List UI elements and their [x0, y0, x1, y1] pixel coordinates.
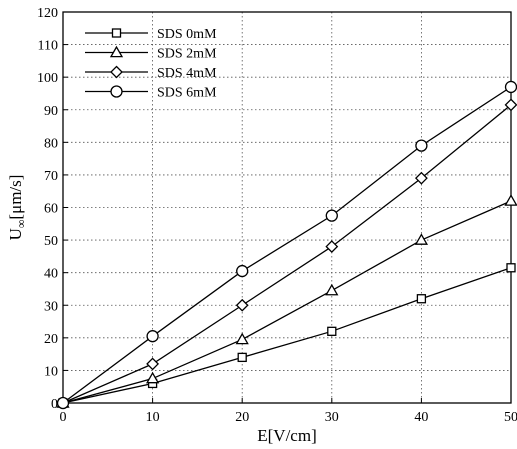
legend-entry: SDS 4mM	[85, 65, 217, 81]
y-tick-label: 50	[44, 234, 58, 249]
x-tick-label: 20	[235, 410, 249, 425]
y-tick-label: 110	[38, 39, 58, 54]
x-tick-label: 50	[504, 410, 517, 425]
data-point-triangle	[145, 371, 160, 384]
x-tick-label: 30	[325, 410, 339, 425]
x-tick-label: 40	[414, 410, 428, 425]
data-point-diamond	[325, 240, 339, 254]
y-axis-label: U∞[μm/s]	[6, 175, 28, 241]
legend-marker-triangle	[109, 45, 124, 58]
data-point-diamond	[414, 171, 428, 185]
legend-entry: SDS 6mM	[85, 85, 217, 101]
data-point-circle	[146, 330, 159, 343]
data-point-triangle	[414, 233, 429, 245]
data-point-circle	[56, 396, 70, 410]
data-point-square	[506, 263, 516, 273]
data-point-diamond	[235, 298, 249, 312]
legend-entry: SDS 2mM	[85, 45, 217, 62]
data-point-square	[416, 294, 427, 304]
legend-marker-square	[111, 28, 122, 38]
y-tick-label: 80	[44, 136, 58, 151]
legend-entry: SDS 0mM	[85, 27, 217, 42]
y-tick-label: 20	[44, 332, 58, 347]
x-axis-label: E[V/cm]	[257, 426, 316, 445]
series-line	[62, 86, 512, 404]
legend-marker-circle	[110, 85, 123, 98]
legend-label: SDS 4mM	[157, 66, 217, 81]
y-tick-label: 70	[44, 169, 58, 184]
grid-lines	[63, 12, 511, 403]
data-point-circle	[415, 139, 428, 152]
y-tick-label: 60	[44, 202, 58, 217]
data-point-circle	[325, 209, 338, 222]
data-point-triangle	[325, 283, 339, 296]
data-point-diamond	[146, 357, 160, 371]
series-circle	[56, 80, 517, 410]
x-tick-label: 0	[60, 410, 67, 425]
data-point-circle	[504, 80, 517, 94]
series-line	[62, 200, 512, 404]
y-axis-label-main: U	[6, 228, 25, 240]
data-point-square	[327, 326, 337, 336]
data-point-triangle	[235, 332, 249, 345]
legend-label: SDS 0mM	[157, 27, 217, 42]
series-diamond	[56, 98, 517, 410]
y-tick-label: 100	[37, 71, 58, 86]
legend-marker-diamond	[110, 65, 123, 79]
legend-label: SDS 2mM	[157, 47, 217, 62]
legend: SDS 0mM SDS 2mM SDS 4mM SDS 6mM	[85, 27, 217, 101]
legend-label: SDS 6mM	[157, 86, 217, 101]
y-tick-label: 120	[37, 6, 58, 21]
x-tick-label: 10	[146, 410, 160, 425]
data-point-square	[237, 352, 247, 363]
series-layer	[56, 80, 517, 410]
y-tick-label: 10	[44, 364, 58, 379]
series-line	[62, 267, 512, 404]
axis-ticks: 0 10 20 30 40 50 0 10 20 30 40 50 60 70 80 90 100 110 120	[37, 6, 517, 425]
y-tick-label: 30	[44, 299, 58, 314]
y-tick-label: 0	[51, 397, 58, 412]
y-axis-label-unit: [μm/s]	[6, 175, 25, 220]
y-axis-label-subscript: ∞	[14, 220, 28, 229]
data-point-circle	[236, 264, 249, 278]
y-tick-label: 90	[44, 104, 58, 119]
data-point-triangle	[504, 194, 517, 206]
series-line	[62, 104, 512, 404]
y-tick-label: 40	[44, 267, 58, 282]
data-point-diamond	[504, 98, 517, 112]
